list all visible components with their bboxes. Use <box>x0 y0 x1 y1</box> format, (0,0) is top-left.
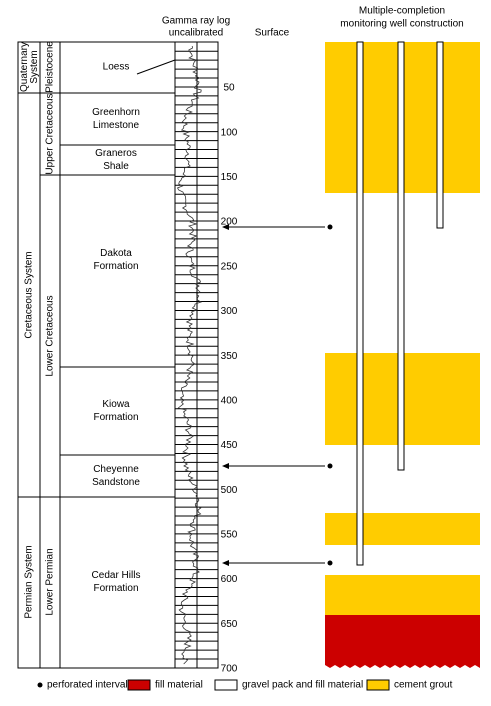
legend-label: gravel pack and fill material <box>242 680 363 691</box>
well-pipe <box>356 41 364 566</box>
formation-label: Cedar Hills <box>92 570 141 581</box>
legend-label: perforated interval <box>47 680 128 691</box>
depth-label: 350 <box>221 351 238 362</box>
legend-label: cement grout <box>394 680 453 691</box>
cement-grout <box>325 513 480 545</box>
formation-label: Formation <box>93 412 138 423</box>
depth-label: 600 <box>221 574 238 585</box>
formation-label: Graneros <box>95 148 137 159</box>
depth-label: 250 <box>221 261 238 272</box>
formation-label: Kiowa <box>102 399 130 410</box>
legend-dot <box>37 682 43 688</box>
formation-label: Formation <box>93 583 138 594</box>
system-label: Cretaceous System <box>24 251 35 338</box>
formation-label: Sandstone <box>92 477 140 488</box>
formation-label: Greenhorn <box>92 107 140 118</box>
series-label: Pleistocene <box>45 41 56 93</box>
depth-label: 650 <box>221 619 238 630</box>
formation-label: Formation <box>93 261 138 272</box>
depth-label: 500 <box>221 485 238 496</box>
depth-label: 100 <box>221 127 238 138</box>
gamma-header: uncalibrated <box>169 28 223 39</box>
arrows <box>222 224 333 566</box>
depth-label: 700 <box>221 664 238 675</box>
well-header: monitoring well construction <box>340 19 463 30</box>
gamma-header: Gamma ray log <box>162 16 230 27</box>
cement-grout <box>325 575 480 615</box>
well-pipe <box>397 41 405 471</box>
formation-label: Shale <box>103 161 129 172</box>
well-header: Multiple-completion <box>359 6 445 17</box>
depth-label: 300 <box>221 306 238 317</box>
formation-label: Loess <box>103 62 130 73</box>
legend-swatch <box>366 679 390 691</box>
depth-label: 550 <box>221 530 238 541</box>
series-label: Lower Cretaceous <box>45 295 56 376</box>
legend-swatch <box>214 679 238 691</box>
depth-label: 400 <box>221 395 238 406</box>
well-pipe <box>436 41 444 229</box>
formation-label: Dakota <box>100 248 132 259</box>
series-label: Upper Cretaceous <box>45 93 56 174</box>
formation-label: Cheyenne <box>93 464 139 475</box>
fill-material <box>325 615 480 668</box>
depth-label: 200 <box>221 217 238 228</box>
system-label: Permian System <box>24 545 35 618</box>
system-label: QuaternarySystem <box>19 42 40 92</box>
gamma-trace <box>176 45 202 665</box>
depth-label: 50 <box>223 83 235 94</box>
legend-label: fill material <box>155 680 203 691</box>
series-label: Lower Permian <box>45 548 56 615</box>
depth-label: 450 <box>221 440 238 451</box>
formation-label: Limestone <box>93 120 140 131</box>
surface-header: Surface <box>255 28 290 39</box>
depth-label: 150 <box>221 172 238 183</box>
legend-swatch <box>127 679 151 691</box>
